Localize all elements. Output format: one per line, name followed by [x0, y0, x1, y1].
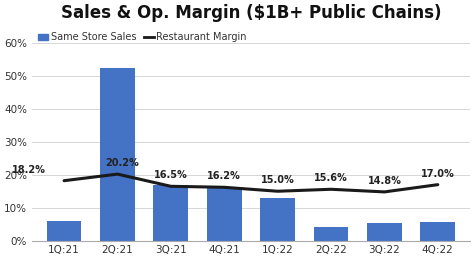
Bar: [207, 188, 242, 241]
Text: 20.2%: 20.2%: [106, 158, 139, 168]
Bar: [100, 68, 135, 241]
Text: 14.8%: 14.8%: [367, 176, 401, 186]
Text: 15.6%: 15.6%: [314, 173, 348, 183]
Legend: Same Store Sales, Restaurant Margin: Same Store Sales, Restaurant Margin: [37, 31, 248, 43]
Bar: [47, 221, 82, 241]
Title: Sales & Op. Margin ($1B+ Public Chains): Sales & Op. Margin ($1B+ Public Chains): [61, 4, 441, 22]
Text: 15.0%: 15.0%: [261, 175, 294, 185]
Text: 16.2%: 16.2%: [207, 171, 241, 181]
Text: 16.5%: 16.5%: [154, 170, 188, 180]
Text: 17.0%: 17.0%: [421, 169, 455, 179]
Bar: [367, 222, 402, 241]
Bar: [420, 221, 455, 241]
Bar: [260, 198, 295, 241]
Bar: [154, 185, 188, 241]
Bar: [314, 227, 348, 241]
Text: 18.2%: 18.2%: [11, 165, 46, 175]
